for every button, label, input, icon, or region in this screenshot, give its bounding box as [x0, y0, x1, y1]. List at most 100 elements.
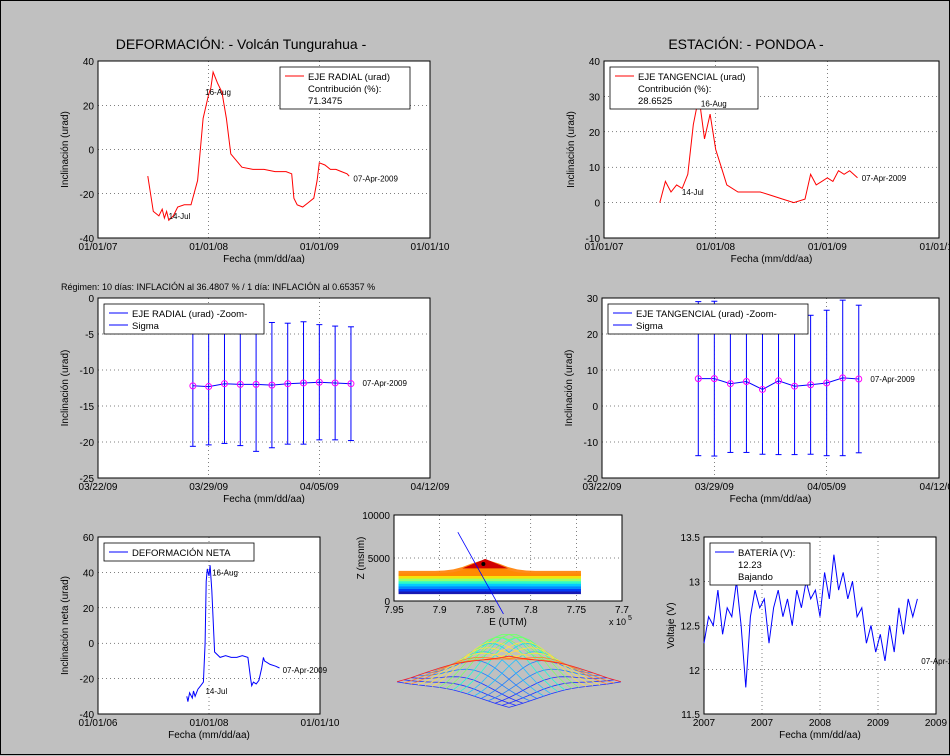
- data-marker: [758, 385, 766, 393]
- x-tick-label: 2008: [809, 718, 832, 729]
- title-right: ESTACIÓN: - PONDOA -: [668, 36, 824, 52]
- series-line-radial: [147, 70, 350, 222]
- legend-text: EJE TANGENCIAL (urad): [638, 72, 746, 83]
- x-axis-label: Fecha (mm/dd/aa): [223, 494, 305, 505]
- x-tick-label: 03/22/09: [583, 482, 622, 493]
- mesh-line: [508, 655, 622, 683]
- legend-text: EJE RADIAL (urad) -Zoom-: [132, 309, 247, 320]
- y-tick-label: -15: [80, 402, 95, 413]
- legend-text: 71.3475: [308, 96, 342, 107]
- data-marker: [315, 378, 323, 386]
- x-tick-label: 01/01/06: [79, 718, 118, 729]
- station-marker: [481, 562, 486, 567]
- mesh-line: [459, 634, 573, 689]
- mesh-line: [403, 657, 517, 684]
- x-tick-label: 01/01/10: [411, 242, 450, 253]
- y-axis-label: Inclinación (urad): [564, 350, 575, 427]
- data-marker: [300, 379, 308, 387]
- y-tick-label: 30: [587, 294, 599, 305]
- x-exponent-power: 5: [628, 615, 632, 622]
- y-tick-label: -10: [586, 234, 601, 245]
- x-axis-label: Fecha (mm/dd/aa): [223, 254, 305, 265]
- data-marker: [347, 380, 355, 388]
- legend-box: [607, 303, 809, 335]
- data-marker: [694, 375, 702, 383]
- y-tick-label: 20: [83, 604, 95, 615]
- x-tick-label: 01/01/07: [79, 242, 118, 253]
- x-axis-label: Fecha (mm/dd/aa): [731, 254, 813, 265]
- y-tick-label: 40: [589, 57, 601, 68]
- data-marker: [742, 378, 750, 386]
- legend-text: EJE RADIAL (urad): [308, 72, 390, 83]
- chart-neta: [97, 536, 321, 715]
- x-tick-label: 01/01/09: [300, 242, 339, 253]
- chart-radial: [97, 60, 431, 239]
- data-marker: [268, 381, 276, 389]
- data-marker: [823, 379, 831, 387]
- y-tick-label: 13: [689, 577, 701, 588]
- mesh-line: [424, 659, 538, 699]
- y-tick-label: -25: [80, 474, 95, 485]
- mesh-line: [501, 657, 615, 684]
- data-marker: [839, 374, 847, 382]
- legend-text: BATERÍA (V):: [738, 548, 795, 559]
- chart-radial-zoom: [97, 297, 431, 479]
- legend-text: Contribución (%):: [638, 84, 711, 95]
- y-axis-label: Voltaje (V): [666, 602, 677, 648]
- y-tick-label: 10: [589, 163, 601, 174]
- mesh-line: [438, 636, 552, 688]
- mesh-surface: [396, 634, 622, 708]
- chart-tangencial-zoom: [601, 297, 940, 479]
- data-marker: [252, 380, 260, 388]
- legend-text: 12.23: [738, 560, 762, 571]
- x-tick-label: 04/12/09: [920, 482, 950, 493]
- x-tick-label: 01/01/08: [696, 242, 735, 253]
- x-tick-label: 2009: [867, 718, 890, 729]
- x-axis-label: Fecha (mm/dd/aa): [168, 730, 250, 741]
- x-tick-label: 2007: [751, 718, 774, 729]
- legend-text: DEFORMACIÓN NETA: [132, 548, 231, 559]
- annotation-label: 07-Apr-2009: [353, 174, 398, 183]
- legend-box: [709, 542, 811, 586]
- y-tick-label: 20: [589, 128, 601, 139]
- y-tick-label: 0: [592, 402, 598, 413]
- mesh-line: [466, 636, 580, 688]
- mesh-line: [431, 641, 545, 687]
- y-tick-label: -5: [85, 330, 94, 341]
- data-marker: [775, 377, 783, 385]
- legend-box: [279, 66, 411, 110]
- data-marker: [331, 379, 339, 387]
- y-tick-label: 20: [587, 330, 599, 341]
- mesh-line: [445, 637, 559, 693]
- legend-box: [103, 303, 265, 335]
- annotation-label: 07-Apr-2009: [283, 666, 328, 675]
- y-tick-label: 20: [83, 101, 95, 112]
- data-marker: [791, 382, 799, 390]
- data-marker: [236, 380, 244, 388]
- y-tick-label: 12: [689, 666, 701, 677]
- x-tick-label: 04/05/09: [807, 482, 846, 493]
- y-tick-label: 0: [594, 199, 600, 210]
- data-marker: [220, 380, 228, 388]
- mesh-line: [452, 634, 566, 691]
- y-tick-label: 30: [589, 92, 601, 103]
- y-tick-label: 40: [83, 568, 95, 579]
- legend-text: Contribución (%):: [308, 84, 381, 95]
- data-marker: [189, 382, 197, 390]
- y-tick-label: 10000: [362, 511, 390, 522]
- chart-surface: [393, 514, 623, 615]
- x-tick-label: 01/01/07: [585, 242, 624, 253]
- mesh-line: [396, 681, 510, 708]
- mesh-line: [480, 659, 594, 699]
- y-axis-label: Inclinación (urad): [566, 111, 577, 188]
- mesh-line: [452, 634, 566, 691]
- y-tick-label: -20: [584, 474, 599, 485]
- series-line-bateria: [703, 554, 918, 688]
- y-tick-label: -20: [80, 438, 95, 449]
- series-line-neta: [186, 565, 280, 702]
- x-tick-label: 7.9: [433, 605, 447, 616]
- x-axis-label: E (UTM): [489, 617, 527, 628]
- x-axis-label: Fecha (mm/dd/aa): [730, 494, 812, 505]
- y-axis-label: Inclinación (urad): [60, 111, 71, 188]
- mesh-line: [480, 647, 594, 687]
